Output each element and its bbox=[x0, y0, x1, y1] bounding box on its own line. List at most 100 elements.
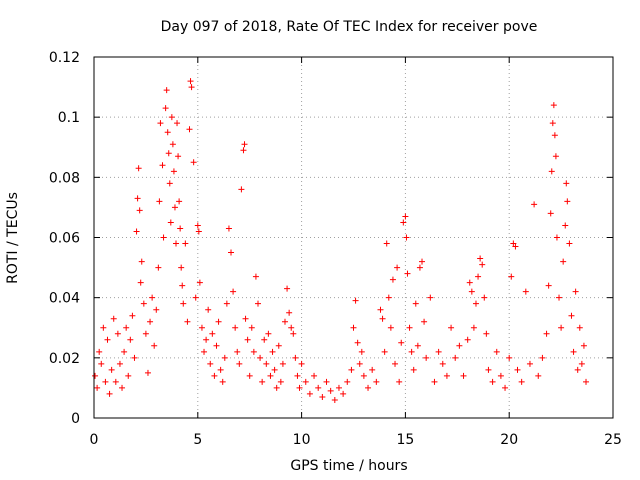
data-point bbox=[481, 294, 488, 301]
data-point bbox=[195, 228, 202, 235]
data-point bbox=[553, 234, 560, 241]
data-point bbox=[209, 330, 216, 337]
data-point bbox=[140, 300, 147, 307]
y-tick-label: 0.08 bbox=[49, 170, 80, 186]
data-point bbox=[360, 372, 367, 379]
data-point bbox=[205, 306, 212, 313]
data-point bbox=[96, 348, 103, 355]
data-point bbox=[477, 255, 484, 262]
data-point bbox=[263, 360, 270, 367]
data-point bbox=[221, 354, 228, 361]
data-point bbox=[578, 360, 585, 367]
data-point bbox=[211, 372, 218, 379]
data-point bbox=[182, 240, 189, 247]
data-point bbox=[94, 384, 101, 391]
data-point bbox=[213, 342, 220, 349]
data-point bbox=[174, 120, 181, 127]
data-point bbox=[311, 372, 318, 379]
x-tick-label: 10 bbox=[293, 432, 311, 448]
data-point bbox=[408, 348, 415, 355]
data-point bbox=[133, 228, 140, 235]
data-point bbox=[387, 324, 394, 331]
data-point bbox=[306, 390, 313, 397]
data-point bbox=[547, 210, 554, 217]
data-point bbox=[404, 270, 411, 277]
data-point bbox=[398, 339, 405, 346]
data-point bbox=[129, 312, 136, 319]
data-point bbox=[127, 336, 134, 343]
data-point bbox=[369, 366, 376, 373]
data-point bbox=[238, 186, 245, 193]
data-point bbox=[358, 348, 365, 355]
data-point bbox=[286, 309, 293, 316]
data-point bbox=[354, 339, 361, 346]
data-point bbox=[466, 279, 473, 286]
data-point bbox=[483, 330, 490, 337]
axis-ticks: 0 5 10 15 20 25 0 0.02 0.04 0.06 0.08 0.1 0.12 bbox=[49, 50, 622, 448]
data-point bbox=[136, 207, 143, 214]
data-point bbox=[114, 330, 121, 337]
data-point bbox=[543, 330, 550, 337]
data-point bbox=[315, 384, 322, 391]
data-point bbox=[464, 336, 471, 343]
data-point bbox=[489, 378, 496, 385]
data-point bbox=[176, 198, 183, 205]
data-point bbox=[244, 336, 251, 343]
data-point bbox=[165, 150, 172, 157]
data-point bbox=[556, 294, 563, 301]
data-point bbox=[348, 366, 355, 373]
data-point bbox=[275, 342, 282, 349]
data-point bbox=[169, 141, 176, 148]
data-point bbox=[171, 204, 178, 211]
data-point bbox=[255, 300, 262, 307]
data-point bbox=[381, 348, 388, 355]
data-point bbox=[198, 324, 205, 331]
data-point bbox=[531, 201, 538, 208]
data-point bbox=[539, 354, 546, 361]
data-point bbox=[178, 264, 185, 271]
data-point bbox=[373, 378, 380, 385]
data-point bbox=[508, 273, 515, 280]
data-point bbox=[196, 279, 203, 286]
data-point bbox=[551, 132, 558, 139]
data-point bbox=[257, 354, 264, 361]
data-point bbox=[248, 324, 255, 331]
data-point bbox=[142, 330, 149, 337]
data-point bbox=[159, 162, 166, 169]
data-point bbox=[456, 342, 463, 349]
data-point bbox=[225, 225, 232, 232]
y-axis-label: ROTI / TECUs bbox=[5, 192, 21, 284]
data-point bbox=[201, 348, 208, 355]
data-point bbox=[92, 372, 99, 379]
data-point bbox=[414, 342, 421, 349]
y-tick-label: 0.04 bbox=[49, 291, 80, 307]
y-tick-label: 0.06 bbox=[49, 231, 80, 247]
data-point bbox=[259, 378, 266, 385]
data-point bbox=[234, 348, 241, 355]
data-point bbox=[265, 330, 272, 337]
data-point bbox=[153, 306, 160, 313]
data-point bbox=[190, 159, 197, 166]
data-point bbox=[423, 354, 430, 361]
data-point bbox=[327, 387, 334, 394]
data-point bbox=[134, 195, 141, 202]
data-point bbox=[151, 342, 158, 349]
data-point bbox=[526, 360, 533, 367]
grid-lines bbox=[94, 57, 613, 418]
data-point bbox=[350, 324, 357, 331]
data-point bbox=[137, 279, 144, 286]
data-point bbox=[110, 315, 117, 322]
data-point bbox=[215, 318, 222, 325]
data-point bbox=[223, 300, 230, 307]
data-point bbox=[269, 348, 276, 355]
data-point bbox=[100, 324, 107, 331]
data-point bbox=[180, 300, 187, 307]
data-point bbox=[149, 294, 156, 301]
data-point bbox=[116, 360, 123, 367]
data-point bbox=[271, 366, 278, 373]
data-point bbox=[392, 360, 399, 367]
data-point bbox=[281, 318, 288, 325]
x-tick-label: 20 bbox=[500, 432, 518, 448]
data-point bbox=[108, 366, 115, 373]
